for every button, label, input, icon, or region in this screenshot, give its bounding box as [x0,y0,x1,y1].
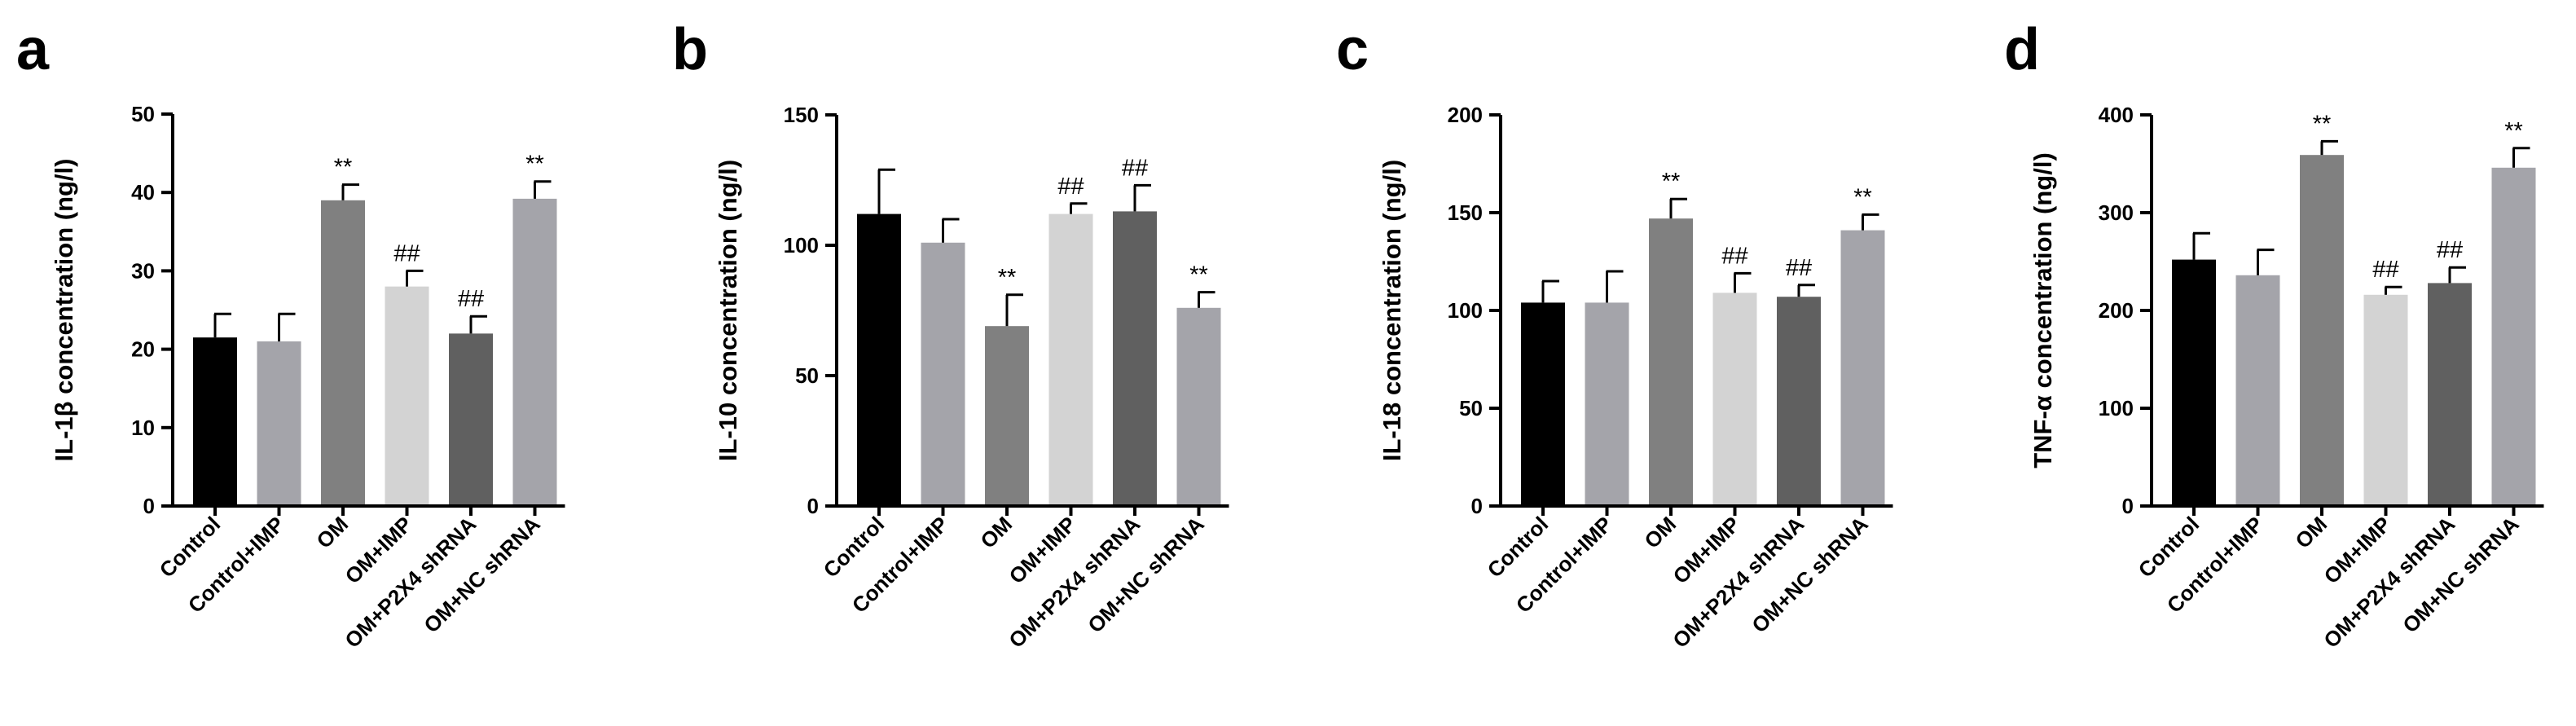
bar [1048,213,1093,506]
bar [2300,155,2344,506]
y-axis-label: IL-10 concentration (ng/l) [714,160,742,461]
bar [1840,230,1885,506]
y-axis-label: IL-18 concentration (ng/l) [1378,160,1406,461]
y-axis-label: TNF-α concentration (ng/l) [2029,152,2057,469]
bar [1777,297,1821,506]
bar [1176,307,1221,506]
significance-label: ## [1786,255,1812,281]
significance-label: ## [1721,243,1747,269]
y-tick-label: 10 [131,416,155,440]
y-tick-label: 40 [131,180,155,205]
bar [257,341,301,506]
bar [321,200,365,506]
bar [985,326,1029,506]
y-tick-label: 20 [131,337,155,362]
y-tick-label: 50 [1459,396,1483,420]
bar [449,333,493,506]
significance-label: ## [2372,257,2398,283]
y-tick-label: 300 [2099,200,2134,225]
panel-letter: c [1336,17,1369,82]
bar [2363,294,2408,506]
bar [2235,275,2280,506]
significance-label: ## [1122,155,1148,181]
significance-label: ** [1662,169,1681,195]
y-tick-label: 100 [784,233,819,257]
bar [193,337,237,506]
y-tick-label: 50 [131,102,155,126]
significance-label: ** [1189,262,1208,288]
bar [1585,302,1629,506]
y-tick-label: 100 [1448,298,1483,323]
bar [1521,302,1565,506]
panel-letter: a [16,17,50,82]
bar [1649,218,1693,506]
significance-label: ** [2313,111,2332,137]
significance-label: ** [525,152,544,178]
y-tick-label: 150 [1448,200,1483,225]
y-tick-label: 200 [1448,103,1483,127]
y-tick-label: 150 [784,103,819,127]
bar [1113,211,1157,506]
bar [2172,259,2216,506]
y-axis-label: IL-1β concentration (ng/l) [50,159,78,462]
bar [921,242,965,506]
bar [385,286,429,506]
significance-label: ## [393,240,420,266]
bar [512,198,557,506]
significance-label: ## [1057,174,1084,200]
bar [2491,167,2536,507]
y-tick-label: 400 [2099,103,2134,127]
significance-label: ## [458,286,484,312]
panel-letter: b [672,17,708,82]
y-tick-label: 50 [795,363,819,388]
y-tick-label: 0 [1471,494,1483,518]
significance-label: ** [334,155,353,181]
significance-label: ** [998,265,1017,291]
y-tick-label: 0 [807,494,819,518]
y-tick-label: 200 [2099,298,2134,323]
bar [2428,283,2472,506]
y-tick-label: 30 [131,258,155,283]
y-tick-label: 0 [143,494,155,518]
significance-label: ## [2437,237,2463,263]
y-tick-label: 0 [2122,494,2134,518]
significance-label: ** [2504,118,2523,144]
panel-letter: d [2004,17,2040,82]
y-tick-label: 100 [2099,396,2134,420]
bar [857,213,901,506]
bar [1712,293,1757,506]
significance-label: ** [1853,184,1872,210]
